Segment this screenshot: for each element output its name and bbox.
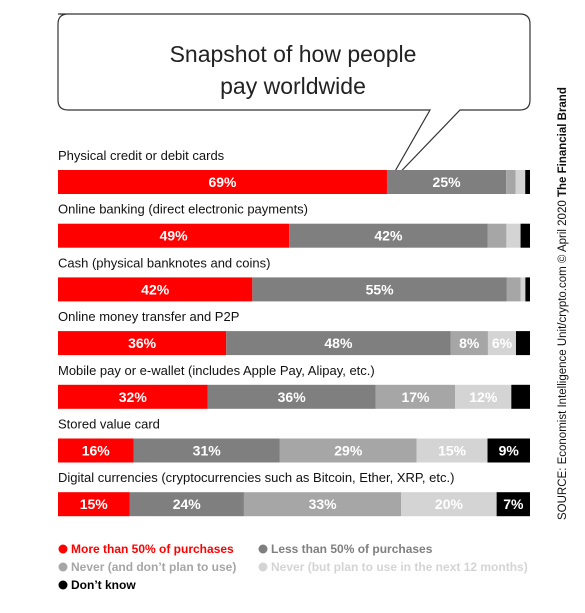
source-note: SOURCE: Economist Intelligence Unit/cryp… (557, 87, 569, 520)
bar-segment (207, 384, 376, 409)
bar-segment (375, 384, 456, 409)
bar-segment (506, 277, 521, 302)
bar-segment (58, 492, 130, 517)
bar-value-label: 20% (435, 496, 464, 512)
legend-marker (258, 544, 268, 554)
bar-segment (58, 170, 387, 194)
bar-segment (416, 438, 488, 463)
bar-segment (58, 223, 290, 248)
bar-value-label: 42% (141, 281, 170, 297)
legend-marker (258, 562, 268, 572)
bar-segment (58, 384, 208, 409)
bar-segment (252, 277, 507, 302)
bar-segment (525, 277, 530, 302)
bar-value-label: 12% (469, 389, 498, 405)
category-label: Mobile pay or e-wallet (includes Apple P… (58, 363, 375, 378)
source-text: SOURCE: Economist Intelligence Unit/cryp… (557, 200, 569, 520)
category-label: Digital currencies (cryptocurrencies suc… (58, 470, 454, 485)
category-label: Online money transfer and P2P (58, 309, 239, 324)
chart-title-line-2: pay worldwide (220, 73, 366, 99)
bar-value-label: 9% (499, 443, 520, 459)
bar-value-label: 16% (82, 443, 111, 459)
bar-value-label: 31% (193, 443, 222, 459)
bar-value-label: 7% (503, 496, 524, 512)
bar-segment (487, 331, 516, 356)
bar-segment (455, 384, 512, 409)
legend-label: Don’t know (71, 578, 136, 592)
legend: More than 50% of purchases Less than 50% … (58, 542, 528, 592)
bar-value-label: 6% (492, 335, 513, 351)
legend-label: Less than 50% of purchases (271, 542, 433, 556)
bar-segment (58, 277, 253, 302)
bar-segment (133, 438, 280, 463)
bar-value-label: 36% (278, 389, 307, 405)
bar-segment (520, 277, 526, 302)
bar-value-label: 15% (438, 443, 467, 459)
bar-value-label: 29% (334, 443, 363, 459)
bar-segment (511, 384, 530, 409)
legend-label: Never (but plan to use in the next 12 mo… (271, 560, 528, 574)
bar-segment (515, 170, 526, 194)
bar-segment (386, 170, 507, 194)
bar-value-label: 69% (208, 174, 237, 190)
title-callout: Snapshot of how people pay worldwide (57, 13, 531, 188)
legend-marker (58, 544, 68, 554)
bar-segment (279, 438, 417, 463)
bar-segment (226, 331, 451, 356)
bar-segment (506, 223, 521, 248)
bar-value-label: 25% (433, 174, 462, 190)
bar-segment (289, 223, 488, 248)
bar-value-label: 36% (128, 335, 157, 351)
bar-value-label: 32% (119, 389, 148, 405)
bar-value-label: 49% (160, 228, 189, 244)
category-label: Physical credit or debit cards (58, 148, 225, 163)
legend-marker (58, 580, 68, 590)
bar-value-label: 33% (309, 496, 338, 512)
bar-value-label: 55% (366, 281, 395, 297)
legend-label: Never (and don’t plan to use) (71, 560, 236, 574)
legend-label: More than 50% of purchases (71, 542, 234, 556)
bar-segment (487, 438, 530, 463)
bar-segment (520, 223, 530, 248)
category-label: Cash (physical banknotes and coins) (58, 255, 270, 270)
bar-segment (525, 170, 530, 194)
bars-layer: Physical credit or debit cards 69% 25% Onli… (58, 148, 530, 517)
bar-segment (401, 492, 497, 517)
bar-segment (496, 492, 530, 517)
bar-segment (506, 170, 516, 194)
brand-text: The Financial Brand (557, 87, 569, 197)
bar-segment (515, 331, 530, 356)
category-label: Online banking (direct electronic paymen… (58, 202, 308, 217)
bar-segment (58, 438, 134, 463)
bar-value-label: 24% (173, 496, 202, 512)
bar-segment (58, 331, 227, 356)
bar-value-label: 48% (324, 335, 353, 351)
legend-marker (58, 562, 68, 572)
bar-segment (243, 492, 402, 517)
bar-value-label: 17% (401, 389, 430, 405)
bar-segment (450, 331, 488, 356)
bar-value-label: 8% (459, 335, 480, 351)
category-label: Stored value card (58, 417, 160, 432)
bar-segment (129, 492, 244, 517)
chart-title-line-1: Snapshot of how people (170, 41, 417, 67)
bar-segment (487, 223, 507, 248)
bar-value-label: 42% (374, 228, 403, 244)
bar-value-label: 15% (80, 496, 109, 512)
